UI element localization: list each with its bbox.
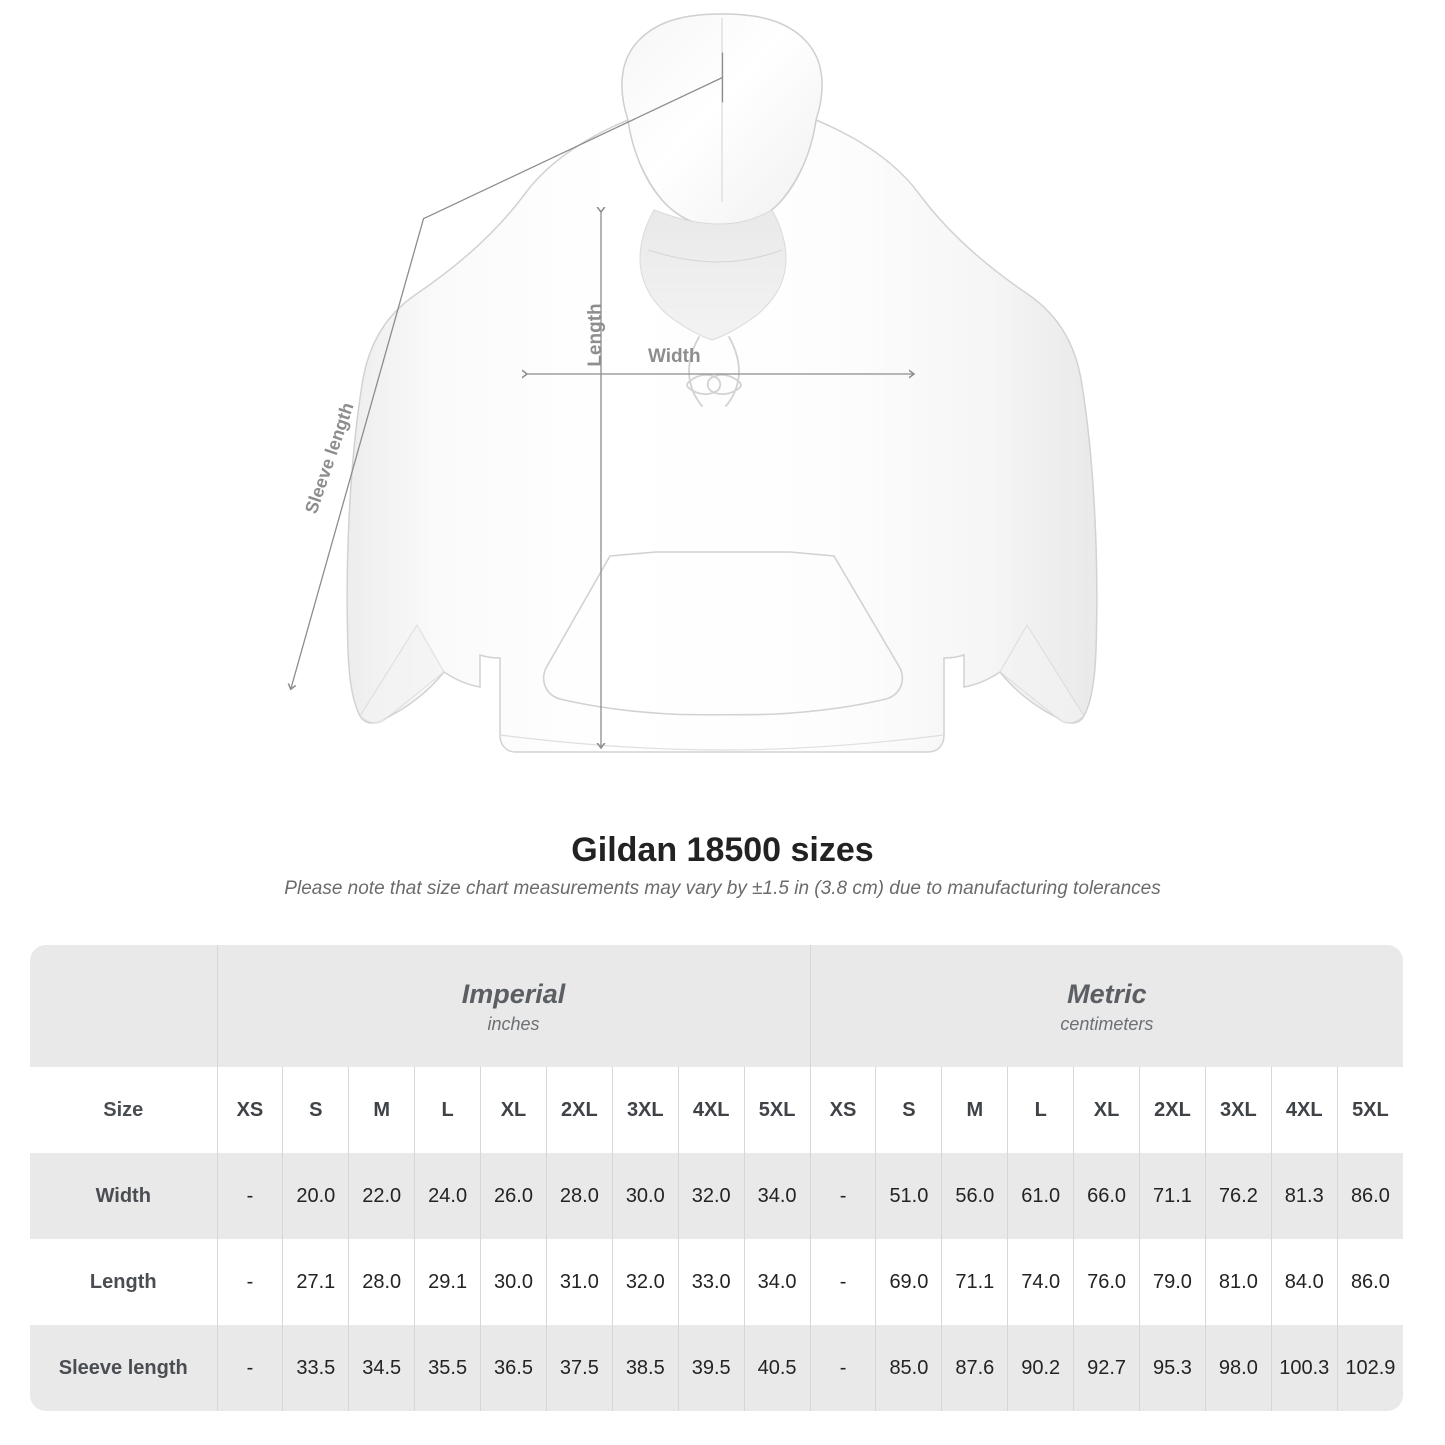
svg-text:Width: Width <box>648 346 701 367</box>
svg-text:Sleeve length: Sleeve length <box>301 400 358 516</box>
svg-text:Length: Length <box>585 303 606 366</box>
